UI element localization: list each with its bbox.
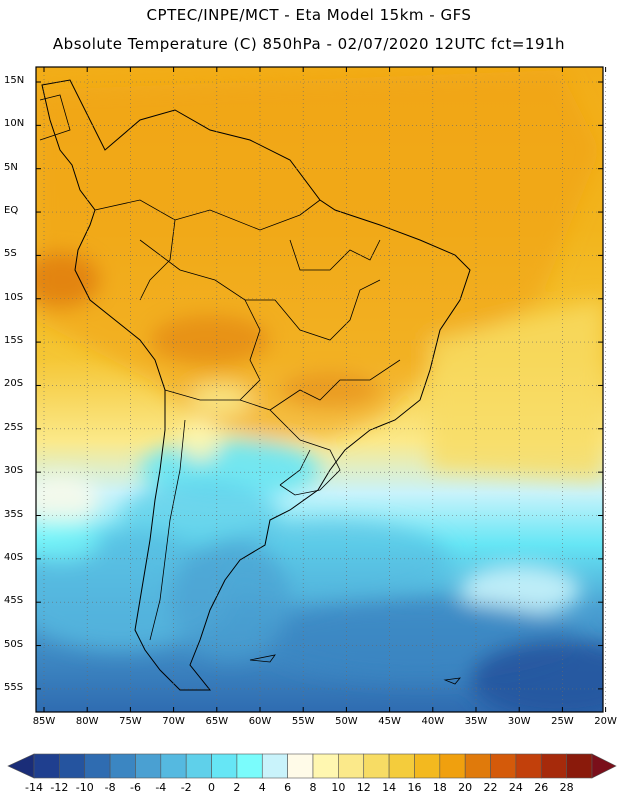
lat-label: EQ xyxy=(4,205,19,217)
colorbar-tick-label: 4 xyxy=(258,781,266,794)
colorbar-tick-label: 16 xyxy=(407,781,422,794)
colorbar-tick-label: -8 xyxy=(104,781,116,794)
colorbar-tick-label: -4 xyxy=(155,781,167,794)
lat-label: 50S xyxy=(4,638,24,650)
colorbar-tick-label: 22 xyxy=(483,781,498,794)
lon-label: 65W xyxy=(205,716,229,727)
colorbar-underflow-arrow xyxy=(7,753,35,779)
colorbar-swatch xyxy=(540,753,567,779)
lat-label: 25S xyxy=(4,421,24,433)
lon-label: 80W xyxy=(75,716,99,727)
colorbar-tick-label: 6 xyxy=(284,781,292,794)
colorbar-tick-label: 26 xyxy=(534,781,549,794)
lat-label: 55S xyxy=(4,681,24,693)
lat-label: 30S xyxy=(4,465,24,477)
colorbar-swatch xyxy=(287,753,314,779)
colorbar-tick-label: 8 xyxy=(309,781,317,794)
lat-label: 5S xyxy=(4,248,17,260)
axis-ticks xyxy=(36,67,607,712)
colorbar-tick-label: 10 xyxy=(331,781,346,794)
colorbar-swatch xyxy=(84,753,111,779)
colorbar-swatch xyxy=(388,753,415,779)
colorbar-tick-label: 12 xyxy=(356,781,371,794)
lon-label: 40W xyxy=(421,716,445,727)
lon-label: 60W xyxy=(248,716,272,727)
lon-label: 30W xyxy=(507,716,531,727)
colorbar-tick-label: 18 xyxy=(432,781,447,794)
lon-label: 50W xyxy=(335,716,358,727)
colorbar-tick-label: 24 xyxy=(508,781,523,794)
colorbar-swatch xyxy=(490,753,517,779)
lat-label: 35S xyxy=(4,508,24,520)
lon-label: 85W xyxy=(32,716,56,727)
colorbar-swatch xyxy=(312,753,339,779)
colorbar-tick-label: -6 xyxy=(129,781,141,794)
colorbar-swatch xyxy=(59,753,86,779)
lon-label: 35W xyxy=(464,716,488,727)
colorbar-swatch xyxy=(211,753,238,779)
colorbar-swatch xyxy=(160,753,187,779)
lon-label: 70W xyxy=(162,716,185,727)
colorbar-tick-label: -14 xyxy=(25,781,43,794)
lat-label: 15S xyxy=(4,335,24,347)
lon-label: 25W xyxy=(551,716,574,727)
colorbar-swatch xyxy=(135,753,162,779)
chart-title-line2: Absolute Temperature (C) 850hPa - 02/07/… xyxy=(52,35,566,53)
colorbar-tick-label: -12 xyxy=(50,781,69,794)
lat-label: 45S xyxy=(4,595,24,607)
colorbar xyxy=(7,753,617,779)
colorbar-swatch xyxy=(185,753,212,779)
colorbar-swatch xyxy=(261,753,288,779)
colorbar-swatch xyxy=(338,753,365,779)
colorbar-swatch xyxy=(236,753,263,779)
lat-label: 15N xyxy=(4,75,25,86)
colorbar-tick-label: 20 xyxy=(458,781,473,794)
lon-label: 75W xyxy=(119,716,142,727)
colorbar-swatch xyxy=(414,753,441,779)
colorbar-swatch xyxy=(439,753,466,779)
lon-label: 45W xyxy=(378,716,401,727)
lat-label: 10N xyxy=(4,118,25,130)
colorbar-tick-label: -10 xyxy=(75,781,94,794)
colorbar-swatch xyxy=(515,753,542,779)
lat-label: 10S xyxy=(4,291,24,303)
lat-label: 5N xyxy=(4,161,18,173)
colorbar-swatch xyxy=(33,753,60,779)
lon-label: 20W xyxy=(594,716,617,727)
colorbar-swatch xyxy=(464,753,491,779)
colorbar-swatch xyxy=(109,753,136,779)
colorbar-swatch xyxy=(566,753,593,779)
colorbar-tick-label: 2 xyxy=(233,781,241,794)
colorbar-tick-label: 14 xyxy=(382,781,397,794)
graticule xyxy=(36,67,606,712)
temperature-field xyxy=(36,67,603,712)
colorbar-tick-label: 28 xyxy=(559,781,574,794)
map-frame xyxy=(35,66,604,713)
lat-label: 20S xyxy=(4,378,24,390)
coastline xyxy=(41,79,471,691)
lat-label: 40S xyxy=(4,551,24,563)
lon-label: 55W xyxy=(291,716,315,727)
colorbar-tick-label: -2 xyxy=(180,781,192,794)
colorbar-swatch xyxy=(363,753,390,779)
colorbar-overflow-arrow xyxy=(591,753,617,779)
chart-title-line1: CPTEC/INPE/MCT - Eta Model 15km - GFS xyxy=(146,6,472,24)
colorbar-tick-label: 0 xyxy=(208,781,216,794)
